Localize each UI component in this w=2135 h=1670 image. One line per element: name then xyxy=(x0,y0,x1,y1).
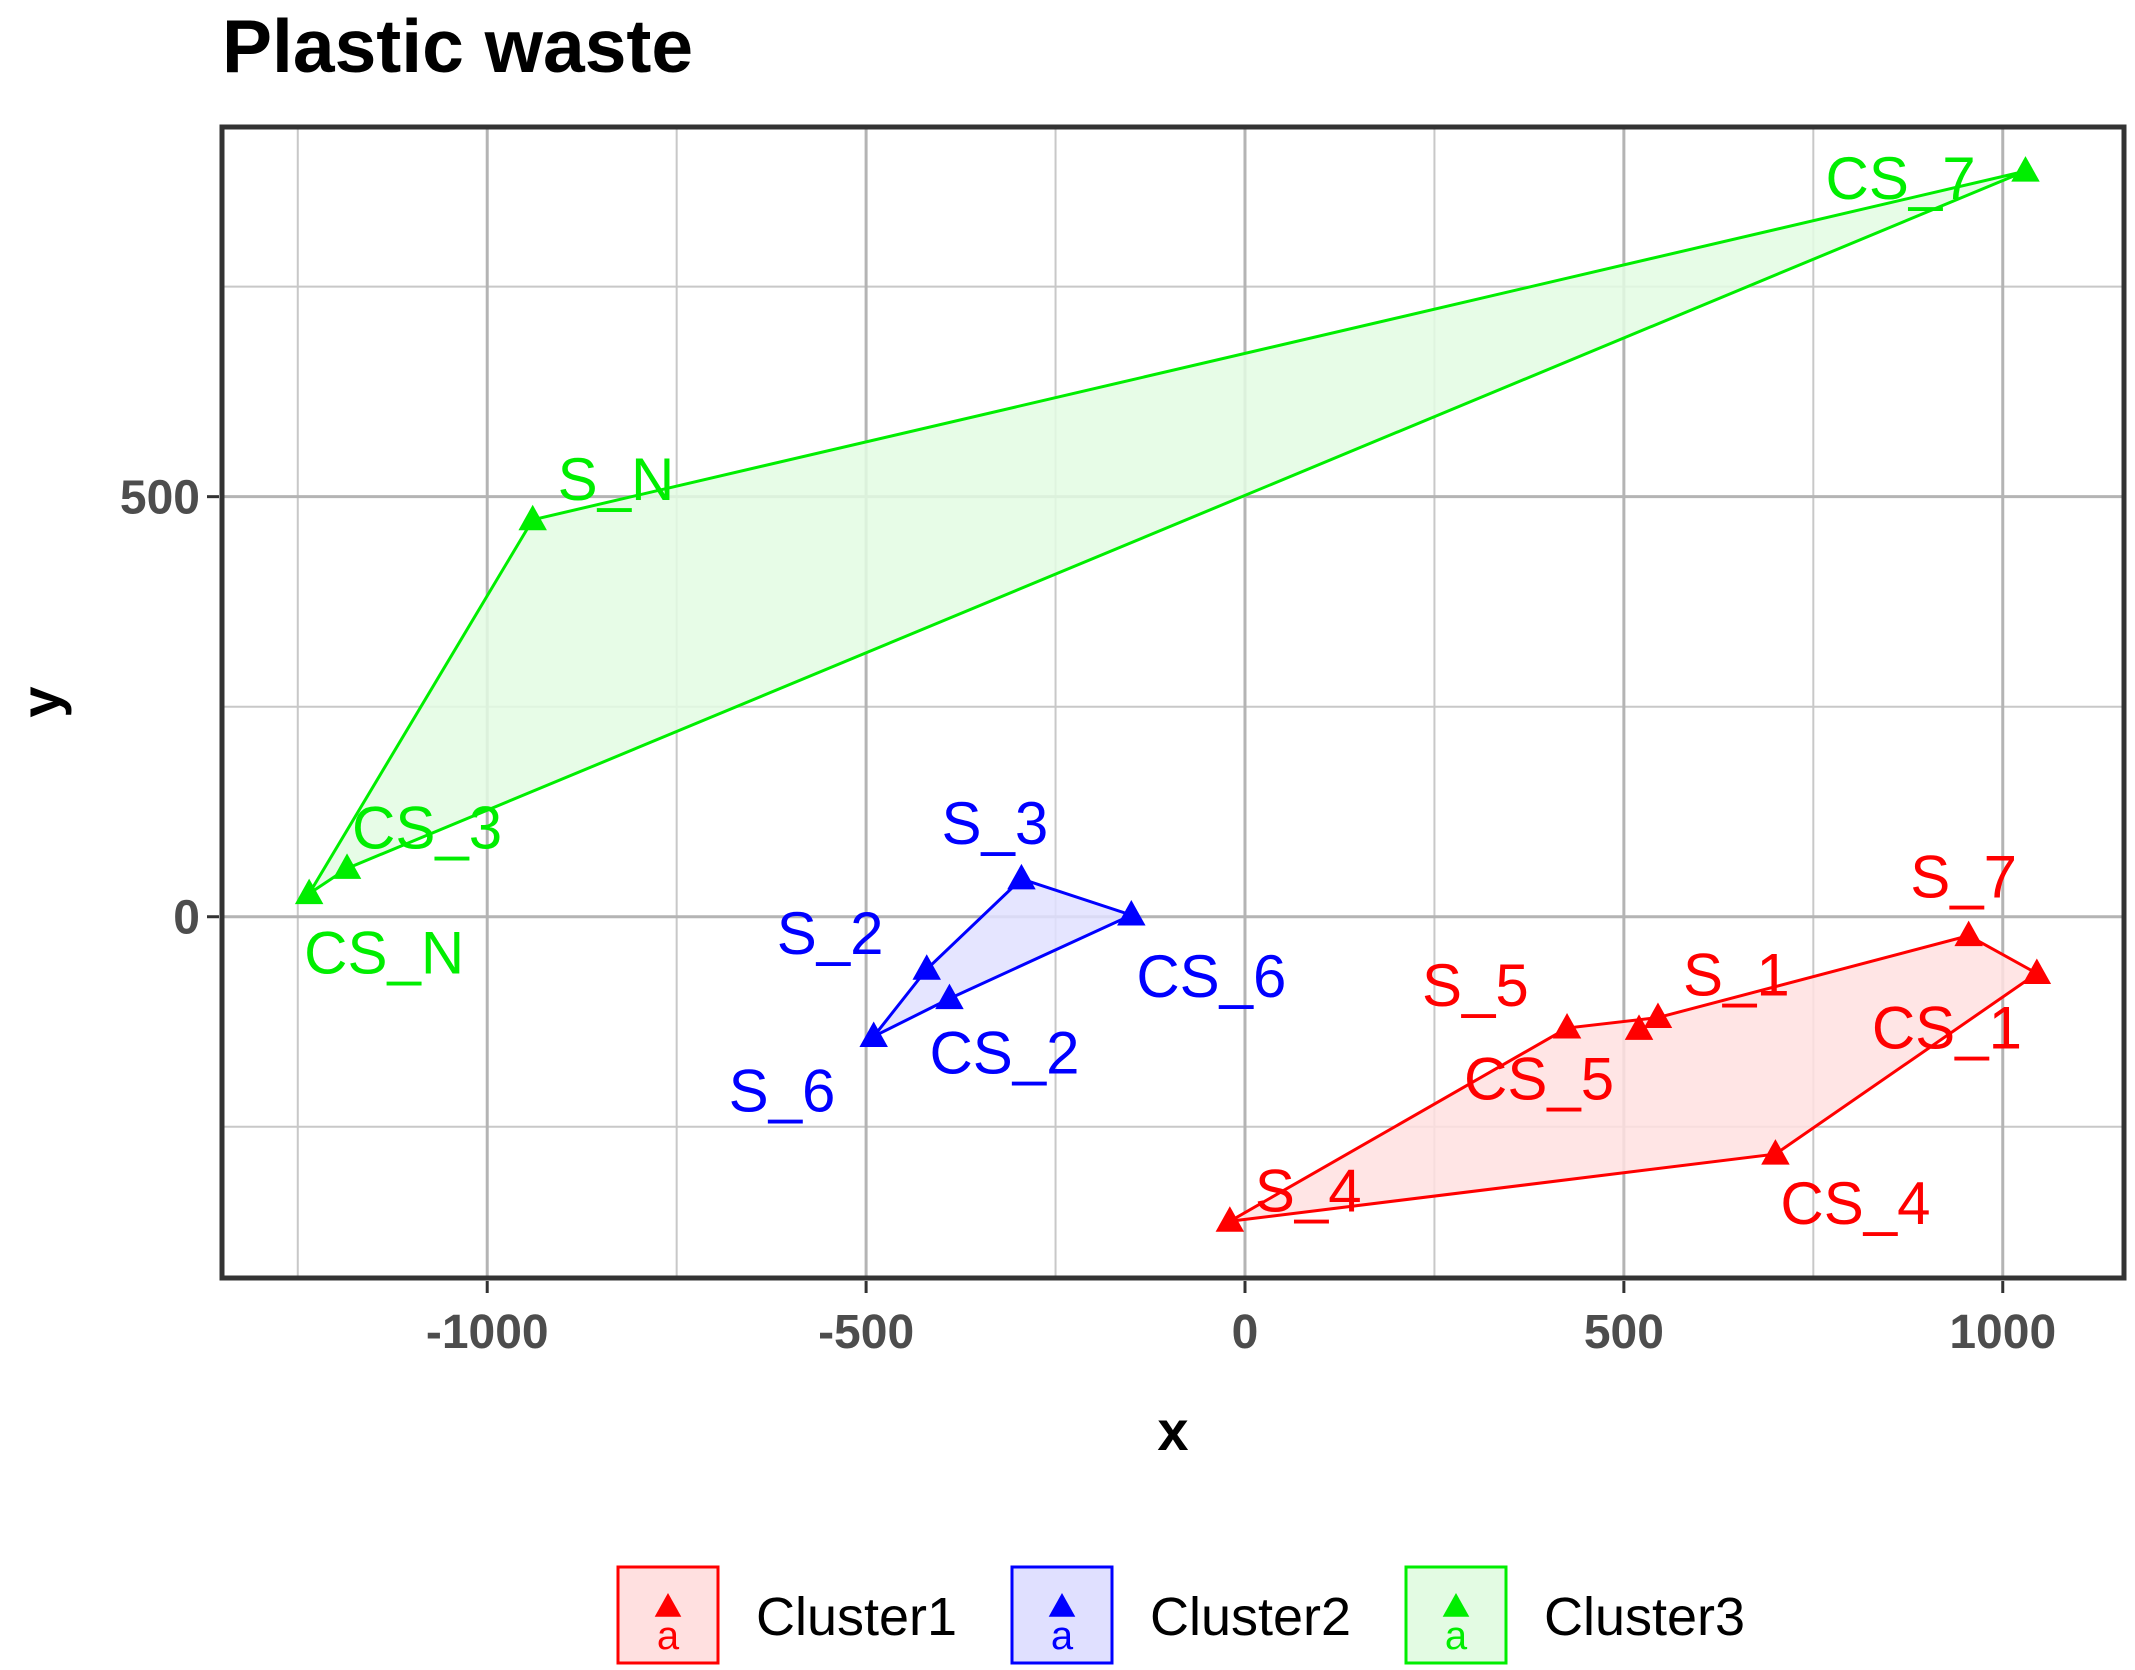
x-tick-label: 1000 xyxy=(1949,1306,2056,1359)
data-point-cs-7 xyxy=(2011,156,2040,182)
data-point-cs-6 xyxy=(1117,900,1146,926)
point-label-s-n: S_N xyxy=(558,446,675,513)
data-point-s-n xyxy=(518,504,547,531)
point-label-cs-n: CS_N xyxy=(304,920,464,987)
legend-item-cluster3: a Cluster3 xyxy=(1404,1565,1745,1665)
point-label-cs-2: CS_2 xyxy=(929,1020,1079,1087)
data-point-cs-5 xyxy=(1624,1014,1654,1040)
legend-label: Cluster2 xyxy=(1150,1587,1351,1647)
legend-item-cluster2: a Cluster2 xyxy=(1010,1565,1351,1665)
legend-triangle-icon xyxy=(654,1593,682,1617)
cluster-hull-cluster3 xyxy=(307,169,2027,895)
data-point-cs-1 xyxy=(2022,958,2052,984)
point-label-s-3: S_3 xyxy=(941,790,1048,857)
point-label-s-4: S_4 xyxy=(1255,1157,1362,1224)
x-axis: -1000 -500 0 500 1000 xyxy=(426,1281,2056,1359)
x-tick-label: -1000 xyxy=(426,1306,549,1359)
point-label-s-5: S_5 xyxy=(1422,952,1529,1019)
y-axis: 0 500 xyxy=(120,472,219,945)
legend-glyph: a xyxy=(657,1614,680,1658)
x-tick-label: 0 xyxy=(1232,1306,1259,1359)
point-label-s-2: S_2 xyxy=(777,900,884,967)
point-labels: S_7 CS_1 S_1 S_5 CS_5 S_4 CS_4 S_3 CS_6 S_2 CS_2 S_… xyxy=(304,145,2022,1237)
data-point-cs-2 xyxy=(935,983,964,1010)
legend-label: Cluster3 xyxy=(1544,1587,1745,1647)
data-point-s-5 xyxy=(1552,1013,1582,1039)
legend: a Cluster1 a Cluster2 a Cluster3 xyxy=(616,1565,1745,1665)
data-point-s-3 xyxy=(1007,863,1036,890)
legend-glyph: a xyxy=(1445,1614,1468,1658)
point-label-s-1: S_1 xyxy=(1683,942,1790,1009)
x-tick-label: -500 xyxy=(818,1306,914,1359)
y-tick-label: 0 xyxy=(173,892,200,945)
data-point-cs-n xyxy=(294,878,324,905)
point-label-cs-7: CS_7 xyxy=(1825,145,1975,212)
data-point-cs-3 xyxy=(332,853,362,879)
data-point-cs-4 xyxy=(1761,1139,1790,1165)
x-tick-label: 500 xyxy=(1584,1306,1664,1359)
y-tick-label: 500 xyxy=(120,472,200,525)
legend-label: Cluster1 xyxy=(756,1587,957,1647)
legend-triangle-icon xyxy=(1442,1593,1470,1617)
data-point-s-6 xyxy=(859,1021,888,1047)
legend-glyph: a xyxy=(1051,1614,1074,1658)
data-point-s-4 xyxy=(1215,1206,1245,1232)
point-label-cs-1: CS_1 xyxy=(1872,994,2022,1061)
point-label-cs-6: CS_6 xyxy=(1136,943,1286,1010)
data-points xyxy=(294,156,2052,1232)
legend-item-cluster1: a Cluster1 xyxy=(616,1565,957,1665)
point-label-cs-5: CS_5 xyxy=(1464,1045,1614,1112)
y-axis-title: y xyxy=(9,686,72,717)
data-point-s-1 xyxy=(1643,1002,1673,1029)
x-axis-title: x xyxy=(1157,1399,1188,1462)
legend-triangle-icon xyxy=(1048,1593,1076,1617)
point-label-cs-4: CS_4 xyxy=(1780,1170,1930,1237)
cluster-hulls xyxy=(307,169,2040,1223)
data-point-s-2 xyxy=(912,954,941,980)
chart-title: Plastic waste xyxy=(222,4,693,88)
point-label-s-6: S_6 xyxy=(729,1057,836,1124)
point-label-cs-3: CS_3 xyxy=(352,794,502,861)
cluster-hull-cluster2 xyxy=(872,877,1136,1038)
point-label-s-7: S_7 xyxy=(1910,844,2017,911)
plot-panel-border xyxy=(219,124,2127,1281)
data-point-s-7 xyxy=(1954,920,1983,947)
